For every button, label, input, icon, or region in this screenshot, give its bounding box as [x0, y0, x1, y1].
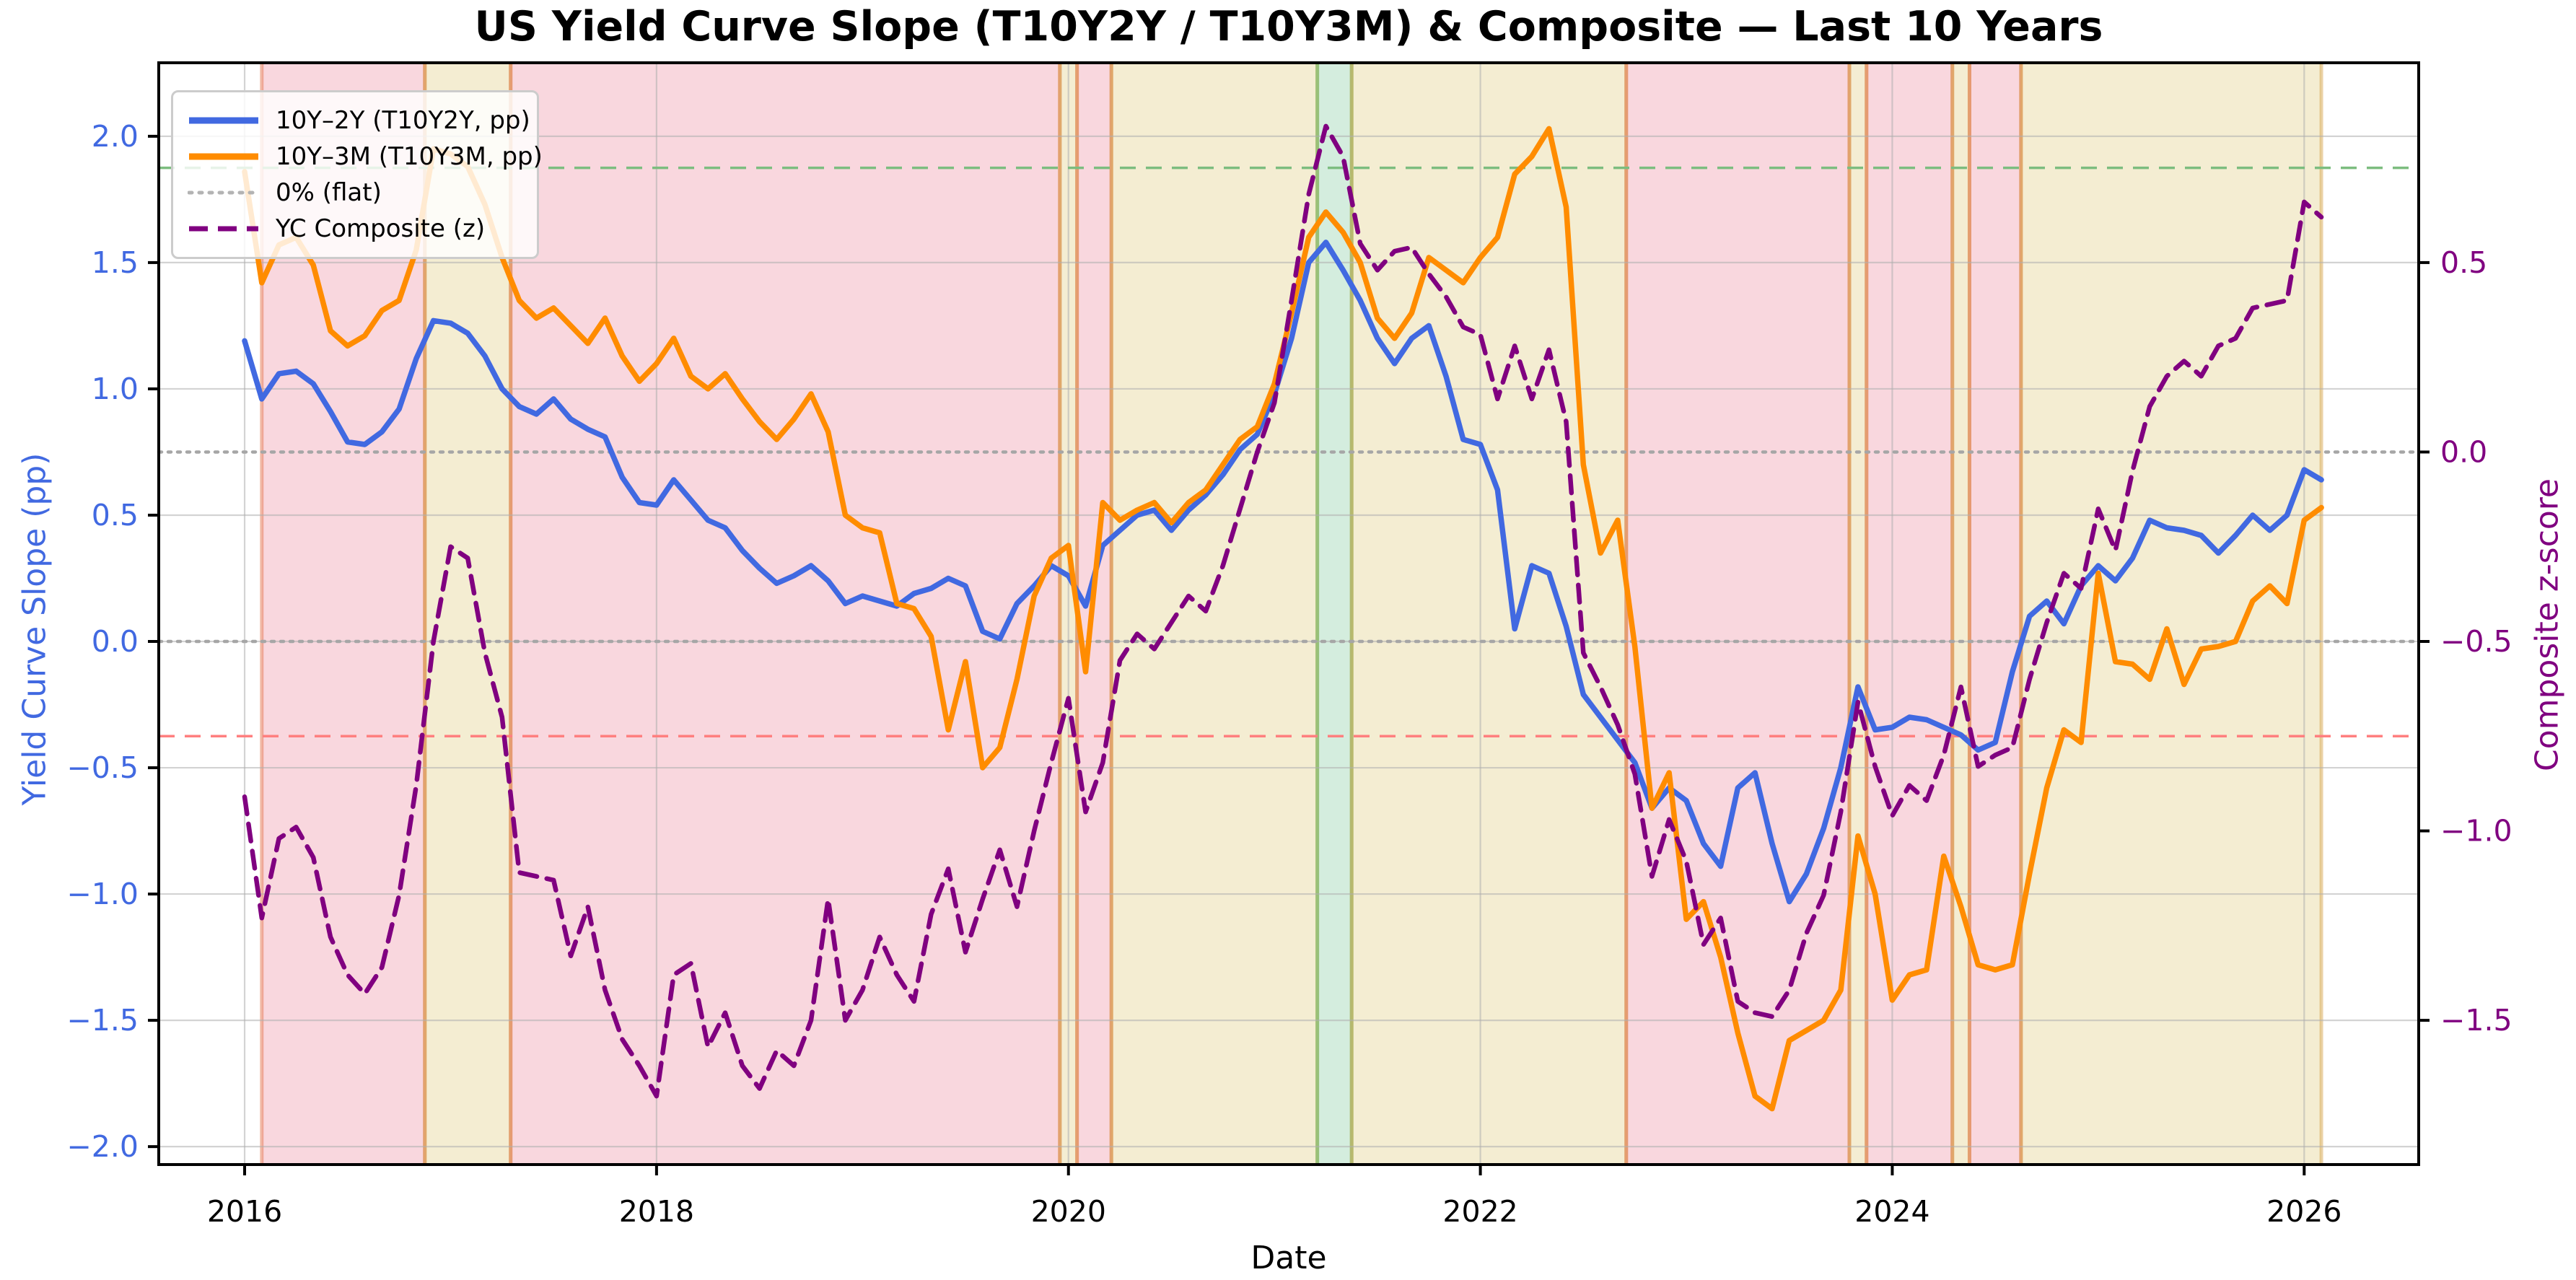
legend-swatch-dotted [188, 190, 260, 195]
legend-swatch-dashed [189, 226, 258, 232]
x-tick-label: 2026 [2266, 1194, 2341, 1229]
legend-item: 10Y–3M (T10Y3M, pp) [188, 139, 543, 175]
regime-band-red [1969, 63, 2021, 1165]
chart-title: US Yield Curve Slope (T10Y2Y / T10Y3M) &… [474, 3, 2103, 51]
x-tick-label: 2024 [1854, 1194, 1929, 1229]
y-right-tick-label: 0.5 [2440, 245, 2487, 280]
regime-band-yellow [1111, 63, 1318, 1165]
y-right-tick-label: −1.5 [2440, 1003, 2513, 1038]
regime-band-red [1626, 63, 1849, 1165]
y-right-tick-label: −1.0 [2440, 814, 2513, 849]
y-right-tick-label: −0.5 [2440, 624, 2513, 659]
legend-item-label: 10Y–2Y (T10Y2Y, pp) [276, 106, 530, 135]
y-left-tick-label: 0.0 [92, 624, 139, 659]
legend-item-label: YC Composite (z) [276, 214, 486, 243]
legend: 10Y–2Y (T10Y2Y, pp) 10Y–3M (T10Y3M, pp) 0%… [171, 90, 543, 259]
y-left-tick-label: 2.0 [92, 119, 139, 154]
legend-item: YC Composite (z) [188, 211, 522, 247]
y-right-axis-label: Composite z-score [2528, 478, 2566, 772]
legend-item-label: 0% (flat) [276, 178, 382, 207]
regime-band-red [510, 63, 1060, 1165]
y-left-tick-label: 1.0 [92, 372, 139, 406]
regime-band-green [1317, 63, 1352, 1165]
x-tick-label: 2018 [619, 1194, 694, 1229]
regime-band-yellow [1952, 63, 1970, 1165]
y-left-tick-label: 0.5 [92, 498, 139, 532]
x-tick-label: 2020 [1031, 1194, 1106, 1229]
regime-band-yellow [1351, 63, 1626, 1165]
legend-item: 0% (flat) [188, 175, 522, 211]
y-left-tick-label: −2.0 [66, 1129, 139, 1164]
y-left-axis-label: Yield Curve Slope (pp) [16, 452, 53, 806]
x-axis-label: Date [1250, 1240, 1327, 1276]
series-line-purple [242, 123, 2324, 1099]
plot-frame [157, 61, 2420, 1166]
legend-item: 10Y–2Y (T10Y2Y, pp) [188, 102, 530, 139]
y-left-tick-label: 1.5 [92, 245, 139, 280]
y-left-tick-label: −0.5 [66, 750, 139, 785]
regime-band-yellow [1849, 63, 1867, 1165]
legend-item-label: 10Y–3M (T10Y3M, pp) [276, 142, 543, 171]
x-tick-label: 2022 [1442, 1194, 1517, 1229]
legend-swatch-solid [189, 117, 258, 124]
regime-band-red [1866, 63, 1953, 1165]
legend-swatch-solid [189, 153, 258, 160]
y-left-tick-label: −1.0 [66, 877, 139, 911]
x-tick-label: 2016 [207, 1194, 282, 1229]
y-right-tick-label: 0.0 [2440, 434, 2487, 469]
y-left-tick-label: −1.5 [66, 1003, 139, 1038]
